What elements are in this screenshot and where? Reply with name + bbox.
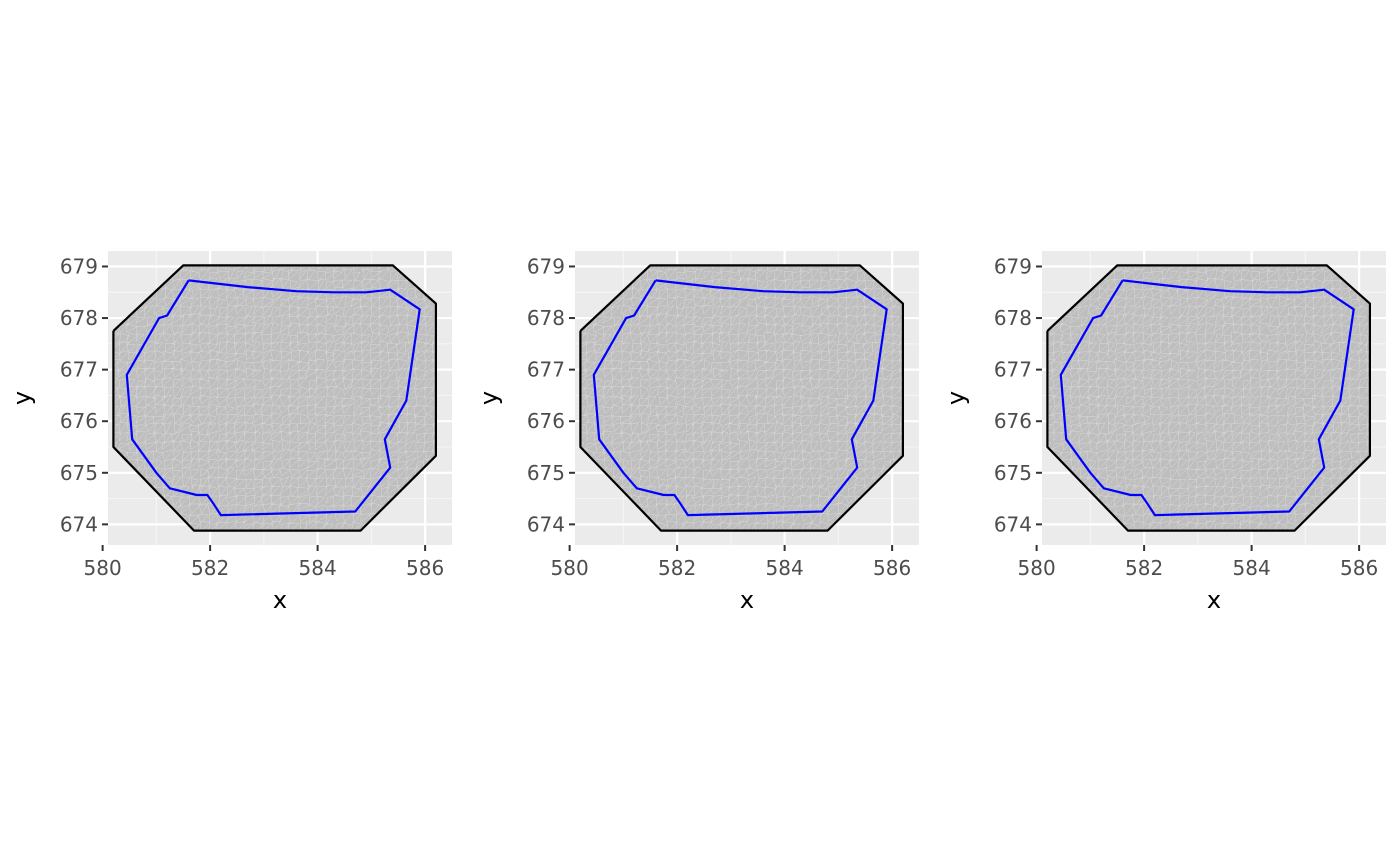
plot-area bbox=[1046, 264, 1372, 532]
x-axis-title: x bbox=[740, 586, 754, 614]
outer-boundary-line bbox=[112, 264, 437, 532]
inner-boundary-line bbox=[592, 279, 888, 517]
x-tick-label: 580 bbox=[84, 556, 122, 580]
y-axis-title: y bbox=[942, 391, 970, 405]
x-tick-label: 584 bbox=[299, 556, 337, 580]
y-tick-label: 677 bbox=[527, 358, 565, 382]
y-axis-title: y bbox=[475, 391, 503, 405]
y-tick-label: 674 bbox=[527, 512, 565, 536]
mesh-fill bbox=[1047, 265, 1370, 531]
y-tick-label: 679 bbox=[994, 254, 1032, 278]
x-tick-label: 580 bbox=[1018, 556, 1056, 580]
plot-area bbox=[112, 264, 437, 532]
mesh-fill bbox=[580, 265, 903, 531]
panel-1: 580 582 584 586 674 675 676 677 678 679 x y bbox=[8, 251, 452, 614]
y-tick-label: 677 bbox=[994, 358, 1032, 382]
y-tick-label: 676 bbox=[60, 409, 98, 433]
x-tick-label: 586 bbox=[873, 556, 911, 580]
y-tick-label: 674 bbox=[60, 512, 98, 536]
y-tick-label: 679 bbox=[527, 254, 565, 278]
y-tick-label: 676 bbox=[994, 409, 1032, 433]
x-tick-label: 582 bbox=[658, 556, 696, 580]
y-tick-label: 677 bbox=[60, 358, 98, 382]
panel-3: 580 582 584 586 674 675 676 677 678 679 x y bbox=[942, 251, 1386, 614]
y-axis-title: y bbox=[8, 391, 36, 405]
y-tick-label: 678 bbox=[60, 306, 98, 330]
x-tick-label: 582 bbox=[1125, 556, 1163, 580]
inner-boundary-line bbox=[1059, 279, 1355, 517]
y-tick-label: 678 bbox=[527, 306, 565, 330]
x-tick-label: 584 bbox=[766, 556, 804, 580]
x-axis-title: x bbox=[1207, 586, 1221, 614]
y-tick-label: 675 bbox=[60, 461, 98, 485]
x-tick-label: 584 bbox=[1233, 556, 1271, 580]
outer-boundary-line bbox=[1046, 264, 1372, 532]
outer-boundary-line bbox=[579, 264, 905, 532]
mesh-fill bbox=[113, 265, 436, 531]
y-tick-label: 674 bbox=[994, 512, 1032, 536]
x-tick-label: 586 bbox=[406, 556, 444, 580]
x-axis-title: x bbox=[273, 586, 287, 614]
y-tick-label: 675 bbox=[527, 461, 565, 485]
inner-boundary-line bbox=[125, 279, 421, 517]
x-tick-label: 582 bbox=[191, 556, 229, 580]
panel-2: 580 582 584 586 674 675 676 677 678 679 x y bbox=[475, 251, 919, 614]
x-tick-label: 586 bbox=[1340, 556, 1378, 580]
x-tick-label: 580 bbox=[551, 556, 589, 580]
y-tick-label: 679 bbox=[60, 254, 98, 278]
y-tick-label: 675 bbox=[994, 461, 1032, 485]
y-tick-label: 678 bbox=[994, 306, 1032, 330]
y-tick-label: 676 bbox=[527, 409, 565, 433]
